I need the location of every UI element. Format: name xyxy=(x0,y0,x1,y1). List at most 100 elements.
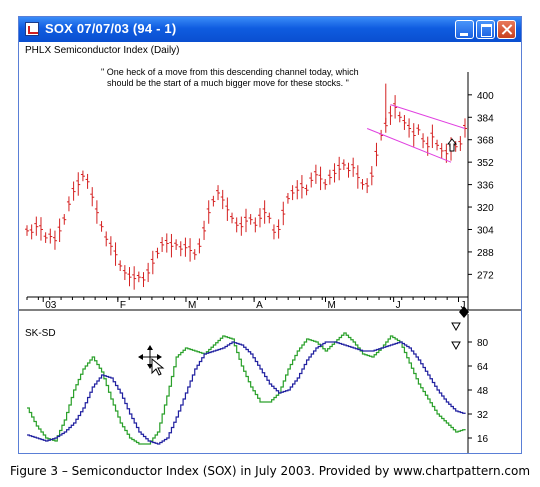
price-bar xyxy=(52,230,57,250)
price-bar xyxy=(62,214,67,225)
price-x-tick-label: M xyxy=(327,300,335,311)
price-bar xyxy=(197,238,202,254)
price-bar xyxy=(178,241,183,257)
price-bar xyxy=(360,178,365,190)
price-bar xyxy=(304,184,309,196)
figure-caption: Figure 3 – Semiconductor Index (SOX) in … xyxy=(9,464,531,478)
price-y-tick-label: 400 xyxy=(477,91,494,102)
price-bar xyxy=(299,175,304,199)
annotation-line-2: should be the start of a much bigger mov… xyxy=(107,78,349,88)
title-bar[interactable]: SOX 07/07/03 (94 - 1) xyxy=(19,17,521,42)
oscillator-y-tick-label: 48 xyxy=(477,386,489,397)
price-bar xyxy=(309,172,314,188)
price-bar xyxy=(76,172,81,196)
price-bar xyxy=(169,233,174,258)
price-bar xyxy=(327,169,332,185)
up-arrow-icon[interactable] xyxy=(446,138,458,152)
price-bar xyxy=(253,217,258,233)
price-bar xyxy=(295,180,300,200)
price-bar xyxy=(136,271,141,283)
price-y-axis: 400 384 368 352 336 320 304 288 272 xyxy=(467,72,494,310)
price-x-axis: 03 F M A M J J xyxy=(26,296,468,311)
price-bar xyxy=(341,159,346,171)
descending-channel xyxy=(366,104,466,163)
price-bar xyxy=(164,233,169,253)
oscillator-y-tick-label: 32 xyxy=(477,410,489,421)
price-bar xyxy=(202,220,207,240)
price-bar xyxy=(183,237,188,257)
price-bar xyxy=(206,200,211,224)
price-bar xyxy=(281,201,286,226)
price-bar xyxy=(430,124,435,149)
price-y-tick-label: 368 xyxy=(477,136,494,147)
price-bar xyxy=(29,224,34,240)
price-bar xyxy=(374,142,379,167)
price-x-tick-label: A xyxy=(256,300,263,311)
price-bar xyxy=(416,124,421,135)
channel-lower-line xyxy=(366,128,452,163)
price-y-tick-label: 336 xyxy=(477,181,494,192)
down-arrow-icon[interactable] xyxy=(459,306,469,318)
chart-window: SOX 07/07/03 (94 - 1) PHLX Semiconductor… xyxy=(18,16,522,454)
price-bar xyxy=(313,164,318,184)
price-bar xyxy=(150,250,155,275)
price-x-tick-label: J xyxy=(396,300,401,311)
price-bar xyxy=(141,272,146,288)
price-bar xyxy=(262,200,267,224)
price-bar xyxy=(174,239,179,250)
oscillator-y-tick-label: 80 xyxy=(477,338,489,349)
price-bar xyxy=(379,129,384,141)
price-bar xyxy=(369,166,374,186)
price-bar xyxy=(239,216,244,236)
oscillator-slow-line xyxy=(27,341,466,445)
price-y-tick-label: 272 xyxy=(477,270,494,281)
minimize-button[interactable] xyxy=(455,20,474,39)
price-bar xyxy=(43,232,48,243)
price-bar xyxy=(48,228,53,244)
price-panel[interactable]: PHLX Semiconductor Index (Daily) " One h… xyxy=(25,45,494,318)
down-arrow-icon[interactable] xyxy=(451,341,461,351)
price-bar xyxy=(132,266,137,290)
price-bar xyxy=(290,185,295,201)
price-bar xyxy=(99,221,104,232)
price-bar xyxy=(85,173,90,189)
price-bar xyxy=(435,139,440,151)
price-bar xyxy=(285,193,290,204)
price-bar xyxy=(244,208,248,233)
down-arrow-icon[interactable] xyxy=(451,322,461,332)
chart-window-icon[interactable] xyxy=(25,22,39,36)
price-y-tick-label: 352 xyxy=(477,158,494,169)
price-bar xyxy=(444,143,449,163)
price-bar xyxy=(267,212,272,224)
price-panel-label: PHLX Semiconductor Index (Daily) xyxy=(25,45,180,56)
price-bar xyxy=(411,123,416,147)
price-bar xyxy=(323,178,328,190)
price-bar xyxy=(211,195,216,207)
oscillator-panel[interactable]: SK-SD 80 64 48 32 16 xyxy=(25,314,489,453)
price-bar xyxy=(122,265,127,281)
price-bar xyxy=(25,225,29,236)
channel-upper-line xyxy=(390,104,466,129)
price-bar xyxy=(257,208,262,228)
maximize-button[interactable] xyxy=(476,20,495,39)
oscillator-fast-line xyxy=(27,332,466,445)
oscillator-y-tick-label: 64 xyxy=(477,362,489,373)
price-bar xyxy=(439,143,444,159)
price-bar xyxy=(458,136,463,151)
oscillator-y-axis: 80 64 48 32 16 xyxy=(467,314,489,453)
price-bar xyxy=(337,156,342,181)
price-bar xyxy=(225,197,230,221)
chart-canvas[interactable]: PHLX Semiconductor Index (Daily) " One h… xyxy=(19,42,521,453)
price-x-tick-label: J xyxy=(461,300,466,311)
price-bar xyxy=(90,187,95,207)
price-bar xyxy=(230,212,235,224)
price-bar xyxy=(332,163,337,183)
price-x-tick-label: 03 xyxy=(45,300,57,311)
chart-area[interactable]: PHLX Semiconductor Index (Daily) " One h… xyxy=(19,42,521,453)
close-button[interactable] xyxy=(497,20,516,39)
price-y-tick-label: 320 xyxy=(477,203,494,214)
price-y-tick-label: 288 xyxy=(477,248,494,259)
price-bars xyxy=(25,83,467,290)
price-x-tick-label: M xyxy=(188,300,196,311)
price-bar xyxy=(113,242,118,266)
